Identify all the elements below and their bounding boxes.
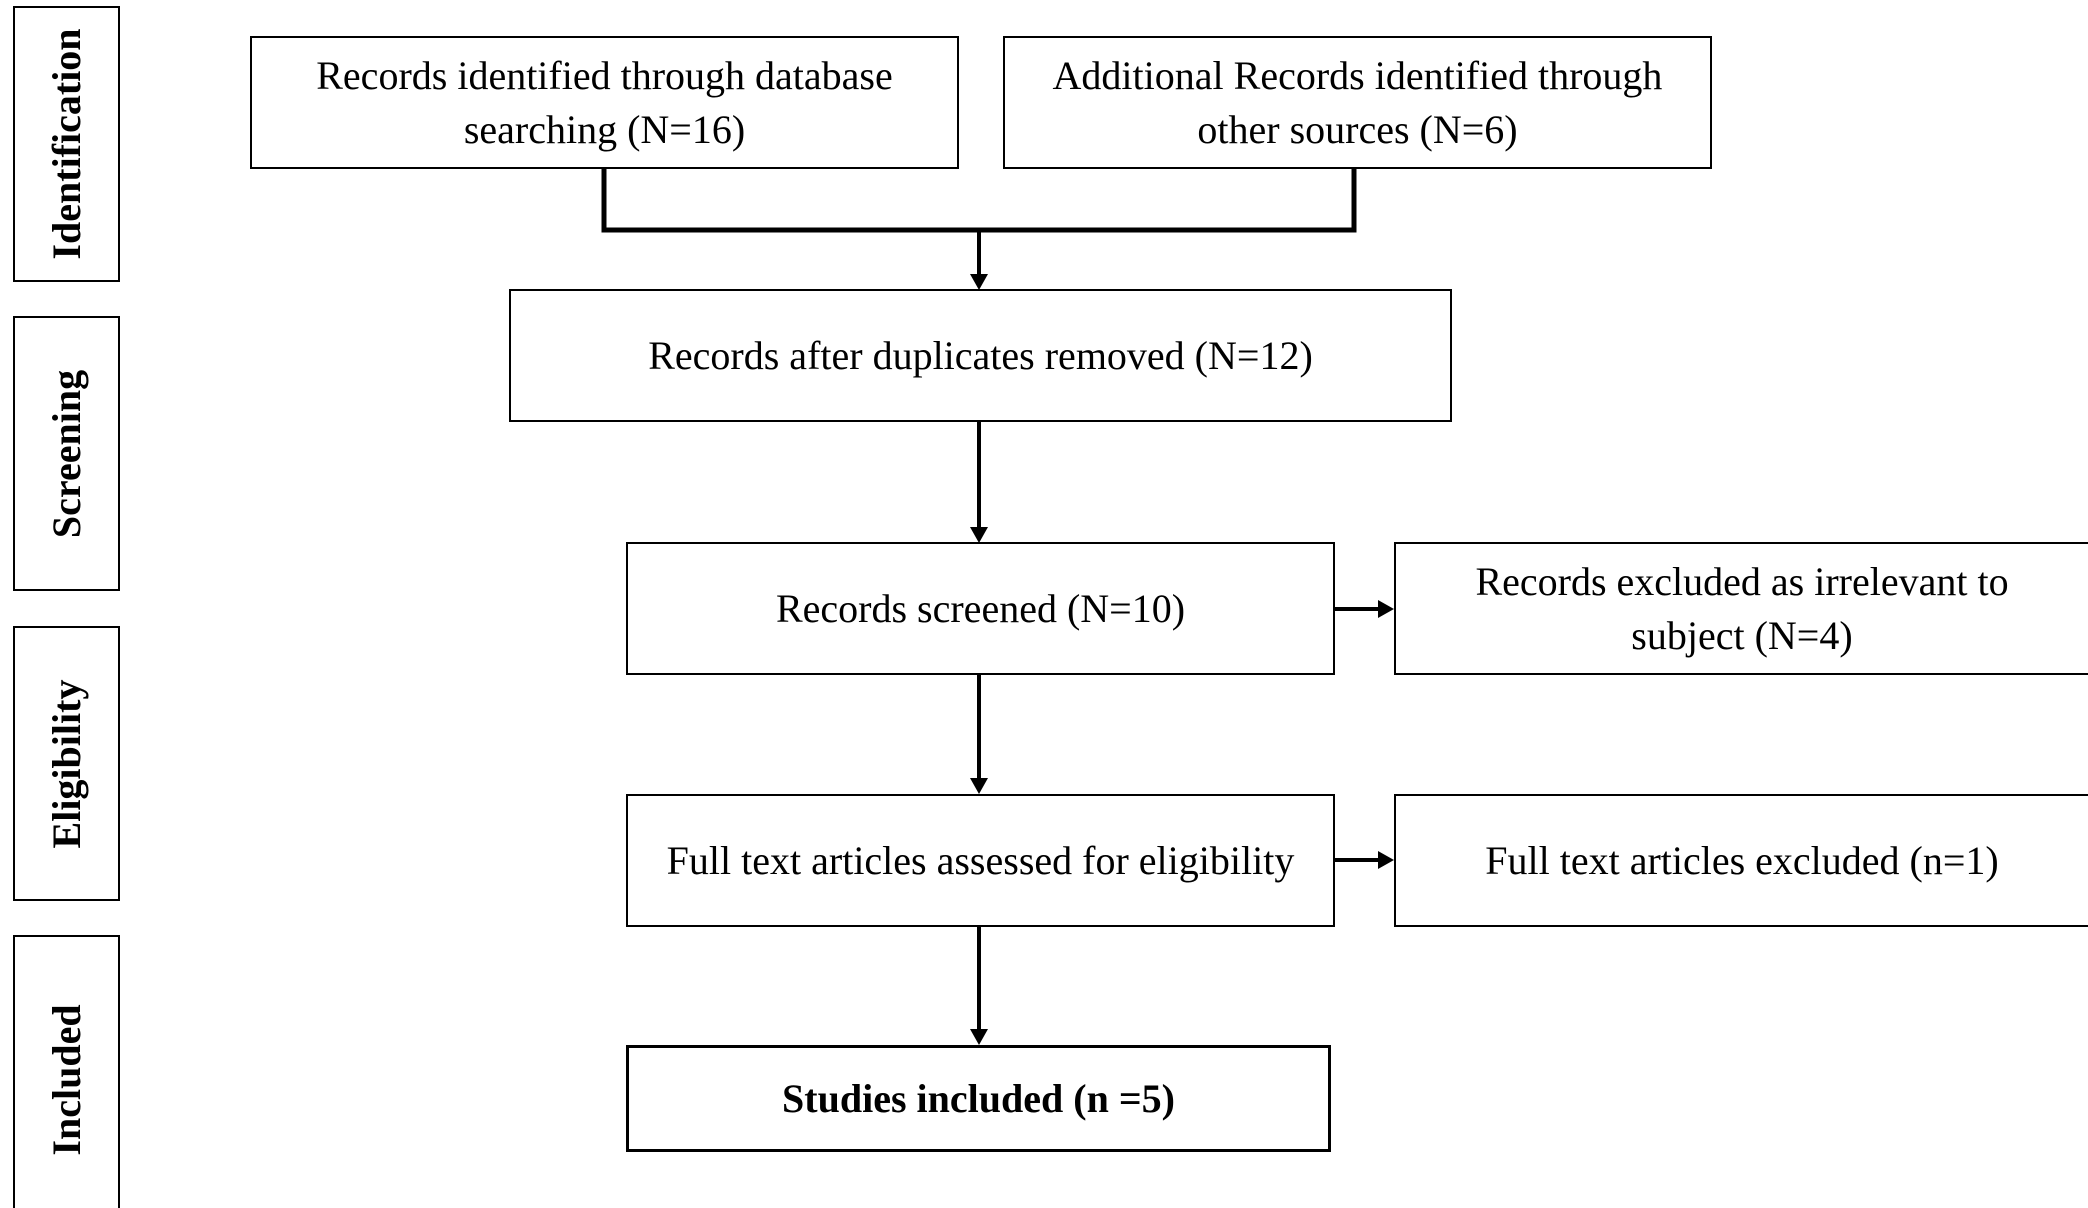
box-duplicates-removed: Records after duplicates removed (N=12)	[509, 289, 1452, 422]
box-records-screened: Records screened (N=10)	[626, 542, 1335, 675]
box-full-text-assessed-text: Full text articles assessed for eligibil…	[666, 837, 1295, 883]
arrowhead-full-text	[970, 778, 988, 794]
box-full-text-assessed: Full text articles assessed for eligibil…	[626, 794, 1335, 927]
stage-identification-label: Identification	[43, 28, 89, 260]
box-full-text-excluded-text: Full text articles excluded (n=1)	[1485, 837, 1999, 883]
merge-connector	[601, 168, 1357, 233]
box-database-records: Records identified through database sear…	[250, 36, 959, 169]
arrowhead-screened	[970, 527, 988, 543]
stage-identification: Identification	[13, 6, 120, 282]
box-records-excluded-text: Records excluded as irrelevant to subjec…	[1475, 558, 2009, 658]
stage-screening-label: Screening	[43, 369, 89, 538]
box-records-screened-text: Records screened (N=10)	[775, 585, 1186, 631]
stage-included: Included	[13, 935, 120, 1208]
arrowhead-records-excluded	[1378, 600, 1394, 618]
box-duplicates-removed-text: Records after duplicates removed (N=12)	[648, 332, 1313, 378]
arrowhead-full-text-excluded	[1378, 851, 1394, 869]
box-studies-included-text: Studies included (n =5)	[782, 1075, 1175, 1121]
box-studies-included: Studies included (n =5)	[626, 1045, 1331, 1152]
stage-screening: Screening	[13, 316, 120, 591]
stage-eligibility: Eligibility	[13, 626, 120, 901]
arrowhead-included	[970, 1029, 988, 1045]
box-additional-records: Additional Records identified through ot…	[1003, 36, 1712, 169]
arrowhead-duplicates	[970, 274, 988, 290]
stage-eligibility-label: Eligibility	[43, 679, 89, 848]
stage-included-label: Included	[43, 1004, 89, 1156]
box-additional-records-text: Additional Records identified through ot…	[1052, 52, 1663, 152]
box-full-text-excluded: Full text articles excluded (n=1)	[1394, 794, 2088, 927]
box-database-records-text: Records identified through database sear…	[316, 52, 893, 152]
box-records-excluded: Records excluded as irrelevant to subjec…	[1394, 542, 2088, 675]
